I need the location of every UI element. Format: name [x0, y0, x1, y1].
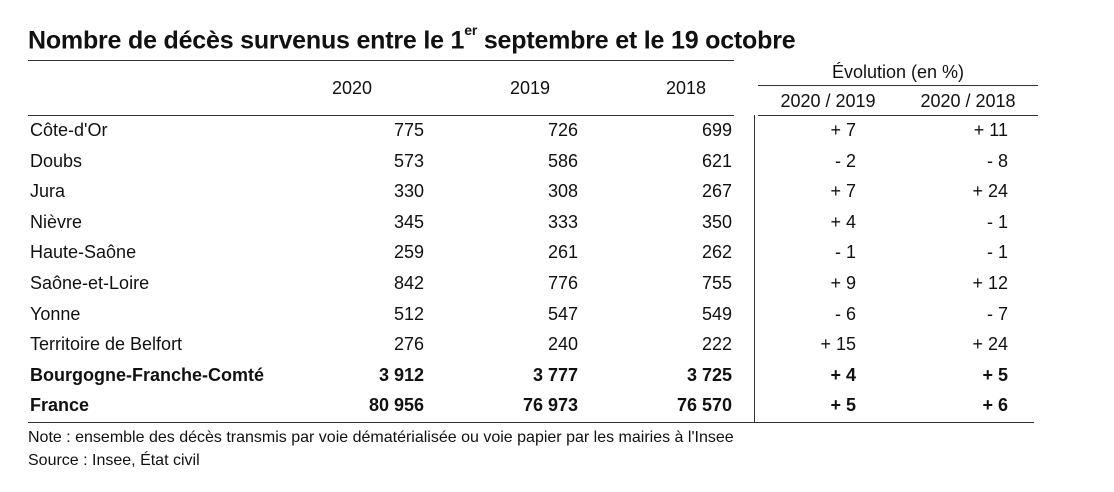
cell-evolution-2020-2019: + 4	[830, 364, 856, 385]
cell-evolution-2020-2018: + 24	[972, 181, 1008, 202]
table-title: Nombre de décès survenus entre le 1er se…	[28, 22, 796, 55]
cell-2020: 842	[393, 273, 424, 293]
table-bottom-rule	[28, 422, 1034, 423]
table-row: Doubs 573 586 621 - 2 - 8	[28, 147, 1038, 177]
table-row: Bourgogne-Franche-Comté 3 912 3 777 3 725 + …	[28, 361, 1038, 391]
cell-2020: 345	[393, 211, 424, 232]
cell-2018: 621	[701, 150, 732, 171]
cell-evolution-2020-2019: + 5	[830, 395, 856, 416]
row-name: Yonne	[30, 303, 81, 324]
cell-evolution-2020-2018: + 12	[972, 273, 1008, 293]
cell-2018: 350	[701, 211, 732, 232]
cell-evolution-2020-2019: + 4	[830, 211, 856, 232]
cell-evolution-2020-2019: + 15	[820, 334, 856, 355]
table-row: France 80 956 76 973 76 570 + 5 + 6	[28, 391, 1038, 421]
cell-2018: 755	[701, 273, 732, 293]
cell-2019: 76 973	[522, 395, 578, 416]
cell-2020: 80 956	[368, 395, 424, 416]
cell-2018: 262	[701, 242, 732, 263]
cell-2019: 776	[547, 273, 578, 293]
header-bottom-rule	[28, 115, 734, 116]
cell-2020: 276	[393, 334, 424, 355]
row-name: Doubs	[30, 150, 83, 171]
row-name: France	[30, 395, 90, 416]
cell-2020: 573	[393, 150, 424, 171]
cell-2019: 3 777	[532, 364, 578, 385]
header-year-2018: 2018	[665, 78, 706, 98]
title-superscript: er	[464, 22, 478, 38]
row-name: Haute-Saône	[30, 242, 137, 263]
row-name: Jura	[30, 181, 66, 202]
row-name: Nièvre	[30, 211, 83, 232]
row-name: Côte-d'Or	[30, 120, 108, 140]
cell-2018: 549	[701, 303, 732, 324]
cell-2019: 547	[547, 303, 578, 324]
cell-2019: 261	[547, 242, 578, 263]
cell-2018: 699	[701, 120, 732, 140]
cell-2019: 333	[547, 211, 578, 232]
table-row: Saône-et-Loire 842 776 755 + 9 + 12	[28, 269, 1038, 299]
cell-2020: 259	[393, 242, 424, 263]
cell-evolution-2020-2019: + 9	[830, 273, 856, 293]
cell-evolution-2020-2019: - 1	[834, 242, 856, 263]
table-row: Yonne 512 547 549 - 6 - 7	[28, 300, 1038, 330]
column-separator	[754, 115, 755, 423]
cell-evolution-2020-2018: - 7	[986, 303, 1008, 324]
table-row: Nièvre 345 333 350 + 4 - 1	[28, 208, 1038, 238]
cell-evolution-2020-2019: - 6	[834, 303, 856, 324]
cell-2019: 240	[547, 334, 578, 355]
cell-2019: 308	[547, 181, 578, 202]
cell-evolution-2020-2018: - 8	[986, 150, 1008, 171]
cell-2019: 586	[547, 150, 578, 171]
top-rule-left	[28, 60, 734, 61]
cell-evolution-2020-2018: - 1	[986, 211, 1008, 232]
table-row: Territoire de Belfort 276 240 222 + 15 + 24	[28, 330, 1038, 360]
cell-2018: 267	[701, 181, 732, 202]
cell-2020: 775	[393, 120, 424, 140]
cell-2020: 330	[393, 181, 424, 202]
cell-2020: 3 912	[378, 364, 424, 385]
cell-2019: 726	[547, 120, 578, 140]
cell-evolution-2020-2019: + 7	[830, 181, 856, 202]
cell-evolution-2020-2019: + 7	[830, 120, 856, 140]
row-name: Territoire de Belfort	[30, 334, 183, 355]
cell-evolution-2020-2019: - 2	[834, 150, 856, 171]
table-row: Haute-Saône 259 261 262 - 1 - 1	[28, 238, 1038, 268]
row-name: Saône-et-Loire	[30, 273, 150, 293]
header-evolution-2020-2019: 2020 / 2019	[780, 91, 876, 111]
cell-2020: 512	[393, 303, 424, 324]
header-evolution: Évolution (en %)	[831, 62, 965, 82]
header-year-2019: 2019	[509, 78, 550, 98]
table-source: Source : Insee, État civil	[28, 452, 200, 469]
cell-evolution-2020-2018: + 11	[973, 120, 1008, 140]
cell-evolution-2020-2018: + 24	[972, 334, 1008, 355]
header-year-2020: 2020	[331, 78, 372, 98]
row-name: Bourgogne-Franche-Comté	[30, 364, 264, 385]
table-row: Jura 330 308 267 + 7 + 24	[28, 177, 1038, 207]
evolution-sub-rule	[758, 85, 1038, 86]
table-note: Note : ensemble des décès transmis par v…	[28, 429, 734, 446]
cell-evolution-2020-2018: + 6	[982, 395, 1008, 416]
cell-2018: 3 725	[686, 364, 732, 385]
header-bottom-rule-evolution	[758, 115, 1038, 116]
header-evolution-2020-2018: 2020 / 2018	[920, 91, 1016, 111]
cell-evolution-2020-2018: - 1	[986, 242, 1008, 263]
cell-2018: 76 570	[676, 395, 732, 416]
cell-2018: 222	[701, 334, 732, 355]
cell-evolution-2020-2018: + 5	[982, 364, 1008, 385]
table-row: Côte-d'Or 775 726 699 + 7 + 11	[28, 116, 1038, 146]
